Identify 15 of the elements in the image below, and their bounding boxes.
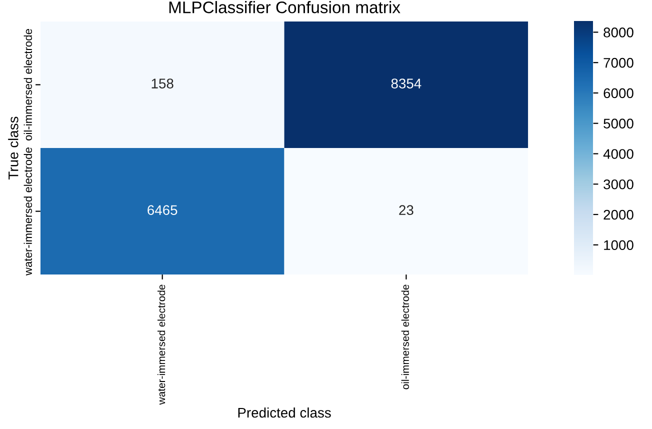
color-bar-label: 3000 xyxy=(604,179,634,190)
data-label: 6465 xyxy=(148,205,178,216)
data-label: 8354 xyxy=(391,78,422,88)
data-label: 158 xyxy=(152,78,174,88)
color-bar-label: 4000 xyxy=(603,149,634,159)
color-bar-label: 7000 xyxy=(604,58,634,68)
data-label: 23 xyxy=(399,205,414,216)
color-bar-label: 8000 xyxy=(604,28,634,38)
color-bar-label: 1000 xyxy=(604,240,634,250)
color-bar-label: 2000 xyxy=(604,210,634,220)
color-bar-label: 5000 xyxy=(604,118,634,129)
chart-title: MLPClassifier Confusion matrix xyxy=(169,1,400,14)
color-bar-label: 6000 xyxy=(604,88,634,98)
y-axis-title: True class xyxy=(8,116,18,180)
x-axis-title: Predicted class xyxy=(238,407,331,418)
